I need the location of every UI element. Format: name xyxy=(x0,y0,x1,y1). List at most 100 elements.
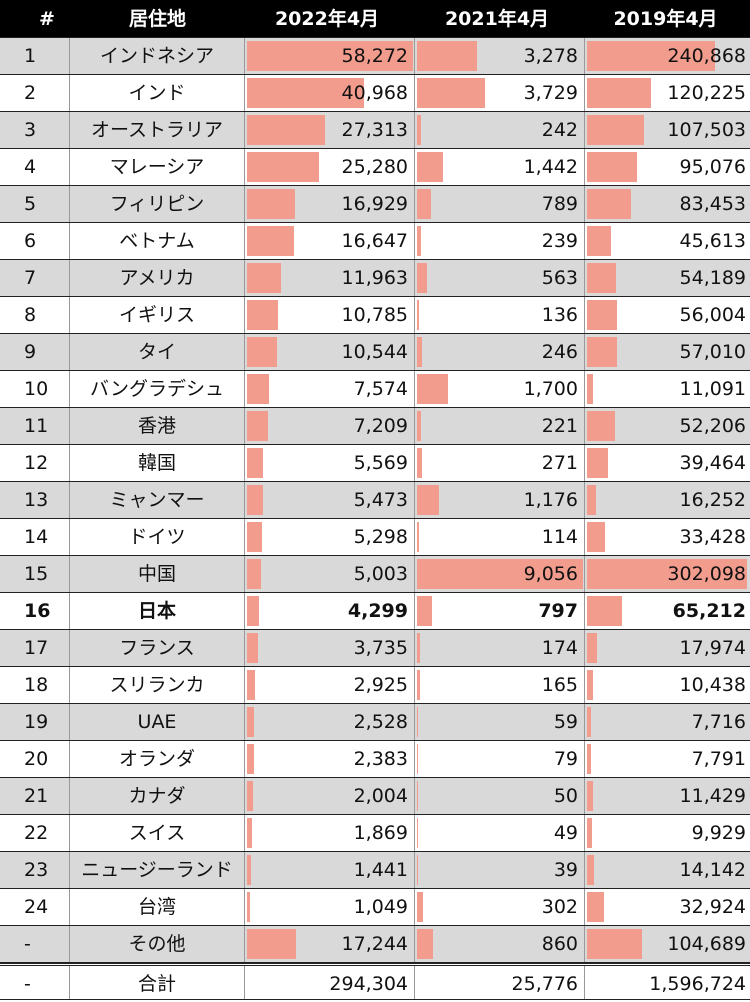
value-cell: 246 xyxy=(415,334,585,370)
rank-cell: 16 xyxy=(0,593,70,629)
cell-text: 239 xyxy=(541,230,578,252)
cell-text: 2 xyxy=(24,82,37,104)
value-cell: 52,206 xyxy=(585,408,750,444)
value-cell: 14,142 xyxy=(585,852,750,888)
value-cell: 33,428 xyxy=(585,519,750,555)
name-cell: フランス xyxy=(70,630,245,666)
value-cell: 9,056 xyxy=(415,556,585,592)
value-cell: 240,868 xyxy=(585,38,750,74)
data-bar xyxy=(587,263,616,293)
data-bar xyxy=(587,189,632,219)
cell-text: 24 xyxy=(24,896,49,918)
rank-cell: 13 xyxy=(0,482,70,518)
value-cell: 165 xyxy=(415,667,585,703)
cell-text: 台湾 xyxy=(137,896,176,918)
data-bar xyxy=(587,892,605,922)
data-bar xyxy=(417,448,422,478)
value-cell: 2,383 xyxy=(245,741,415,777)
cell-text: 16,647 xyxy=(341,230,408,252)
cell-text: 10,438 xyxy=(679,674,746,696)
table-row: 10 バングラデシュ 7,574 1,700 11,091 xyxy=(0,371,750,408)
cell-text: 10,785 xyxy=(341,304,408,326)
cell-text: 香港 xyxy=(137,415,176,437)
cell-text: 271 xyxy=(541,452,578,474)
cell-text: 39 xyxy=(553,859,578,881)
cell-text: 2,004 xyxy=(353,785,408,807)
cell-text: 49 xyxy=(553,822,578,844)
data-bar xyxy=(587,559,747,589)
rank-cell: 2 xyxy=(0,75,70,111)
table-row: 14 ドイツ 5,298 114 33,428 xyxy=(0,519,750,556)
data-bar xyxy=(417,855,418,885)
value-cell: 3,729 xyxy=(415,75,585,111)
name-cell: 台湾 xyxy=(70,889,245,925)
data-bar xyxy=(247,41,413,71)
name-cell: タイ xyxy=(70,334,245,370)
value-cell: 7,209 xyxy=(245,408,415,444)
table-row: 23 ニュージーランド 1,441 39 14,142 xyxy=(0,852,750,889)
data-bar xyxy=(247,337,278,367)
data-bar xyxy=(417,744,419,774)
cell-text: 3,735 xyxy=(353,637,408,659)
rank-cell: 14 xyxy=(0,519,70,555)
cell-text: 22 xyxy=(24,822,49,844)
data-bar xyxy=(417,892,423,922)
cell-text: その他 xyxy=(128,933,186,955)
cell-text: 59 xyxy=(553,711,578,733)
cell-text: オランダ xyxy=(118,748,195,770)
value-cell: 10,438 xyxy=(585,667,750,703)
cell-text: UAE xyxy=(137,711,177,733)
value-cell: 1,442 xyxy=(415,149,585,185)
cell-text: 25,280 xyxy=(341,156,408,178)
name-cell: オランダ xyxy=(70,741,245,777)
table-row: 4 マレーシア 25,280 1,442 95,076 xyxy=(0,149,750,186)
data-bar xyxy=(417,411,422,441)
data-bar xyxy=(587,522,605,552)
value-cell: 27,313 xyxy=(245,112,415,148)
data-bar xyxy=(247,596,260,626)
data-bar xyxy=(247,892,250,922)
rank-cell: - xyxy=(0,966,70,999)
data-bar xyxy=(417,929,433,959)
rank-cell: 23 xyxy=(0,852,70,888)
cell-text: 18 xyxy=(24,674,49,696)
value-cell: 59 xyxy=(415,704,585,740)
name-cell: スイス xyxy=(70,815,245,851)
cell-text: 7,716 xyxy=(691,711,746,733)
cell-text: 25,776 xyxy=(511,973,578,995)
data-bar xyxy=(417,818,418,848)
rank-cell: 20 xyxy=(0,741,70,777)
cell-text: 165 xyxy=(541,674,578,696)
data-bar xyxy=(417,374,449,404)
cell-text: 19 xyxy=(24,711,49,733)
cell-text: 2019年4月 xyxy=(613,8,718,30)
value-cell: 17,244 xyxy=(245,926,415,962)
value-cell: 271 xyxy=(415,445,585,481)
data-bar xyxy=(587,337,618,367)
data-bar xyxy=(247,263,282,293)
data-bar xyxy=(417,263,428,293)
data-bar xyxy=(587,670,593,700)
value-cell: 45,613 xyxy=(585,223,750,259)
cell-text: 58,272 xyxy=(341,45,408,67)
value-cell: 32,924 xyxy=(585,889,750,925)
cell-text: 15 xyxy=(24,563,49,585)
value-cell: 40,968 xyxy=(245,75,415,111)
data-bar xyxy=(417,41,478,71)
data-bar xyxy=(417,485,439,515)
data-bar xyxy=(417,300,420,330)
data-bar xyxy=(587,929,643,959)
data-bar xyxy=(247,929,297,959)
value-cell: 5,473 xyxy=(245,482,415,518)
data-bar xyxy=(587,152,638,182)
rank-cell: 17 xyxy=(0,630,70,666)
cell-text: 860 xyxy=(541,933,578,955)
data-bar xyxy=(247,78,364,108)
header-cell: 2021年4月 xyxy=(415,0,585,37)
cell-text: 45,613 xyxy=(679,230,746,252)
rank-cell: 12 xyxy=(0,445,70,481)
name-cell: その他 xyxy=(70,926,245,962)
cell-text: 242 xyxy=(541,119,578,141)
cell-text: 174 xyxy=(541,637,578,659)
name-cell: ドイツ xyxy=(70,519,245,555)
